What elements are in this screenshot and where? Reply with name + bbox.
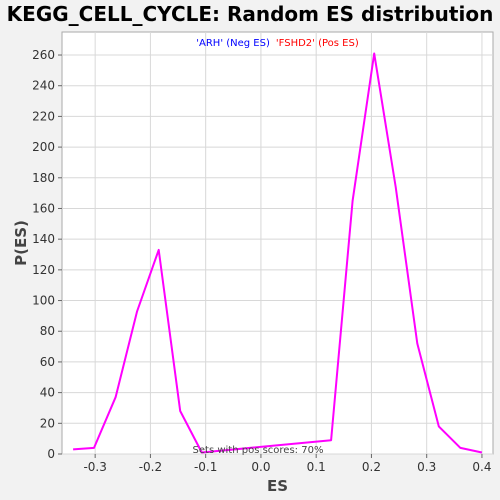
y-tick-label: 40 <box>40 386 55 400</box>
y-tick-label: 260 <box>32 48 55 62</box>
x-axis-label: ES <box>267 477 288 495</box>
x-tick-label: 0.4 <box>472 460 491 474</box>
y-axis-label: P(ES) <box>12 220 30 266</box>
x-tick-label: 0.2 <box>362 460 381 474</box>
y-tick-label: 220 <box>32 109 55 123</box>
y-tick-label: 20 <box>40 416 55 430</box>
series-line <box>73 52 483 454</box>
x-tick-label: 0.3 <box>417 460 436 474</box>
pos-scores-annotation: Sets with pos scores: 70% <box>193 445 324 456</box>
x-tick-label: -0.3 <box>83 460 106 474</box>
y-tick-label: 180 <box>32 171 55 185</box>
y-tick-label: 80 <box>40 324 55 338</box>
y-tick-label: 0 <box>47 447 55 461</box>
y-tick-label: 240 <box>32 79 55 93</box>
x-tick-label: -0.2 <box>139 460 162 474</box>
chart-title: KEGG_CELL_CYCLE: Random ES distribution <box>6 2 494 26</box>
series-layer <box>73 52 483 454</box>
y-tick-label: 100 <box>32 294 55 308</box>
grid <box>62 32 493 455</box>
plot-area <box>61 31 494 455</box>
y-tick-label: 140 <box>32 232 55 246</box>
y-tick-label: 200 <box>32 140 55 154</box>
chart-text: -0.3 -0.2 -0.1 0.0 0.1 0.2 0.3 0.4 0 20 40 60 80 100 1… <box>12 38 491 495</box>
y-tick-label: 160 <box>32 201 55 215</box>
axes <box>58 54 483 458</box>
y-tick-label: 60 <box>40 355 55 369</box>
y-tick-label: 120 <box>32 263 55 277</box>
x-tick-label: 0.0 <box>251 460 270 474</box>
legend-neg-label: 'ARH' (Neg ES) <box>196 38 270 49</box>
x-tick-label: -0.1 <box>194 460 217 474</box>
legend-pos-label: 'FSHD2' (Pos ES) <box>276 38 359 49</box>
x-tick-label: 0.1 <box>307 460 326 474</box>
